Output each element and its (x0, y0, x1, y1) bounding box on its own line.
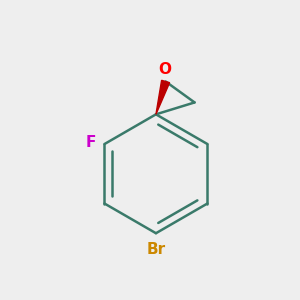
Text: O: O (158, 62, 171, 77)
Text: Br: Br (146, 242, 166, 257)
Text: F: F (85, 135, 95, 150)
Polygon shape (156, 80, 169, 114)
